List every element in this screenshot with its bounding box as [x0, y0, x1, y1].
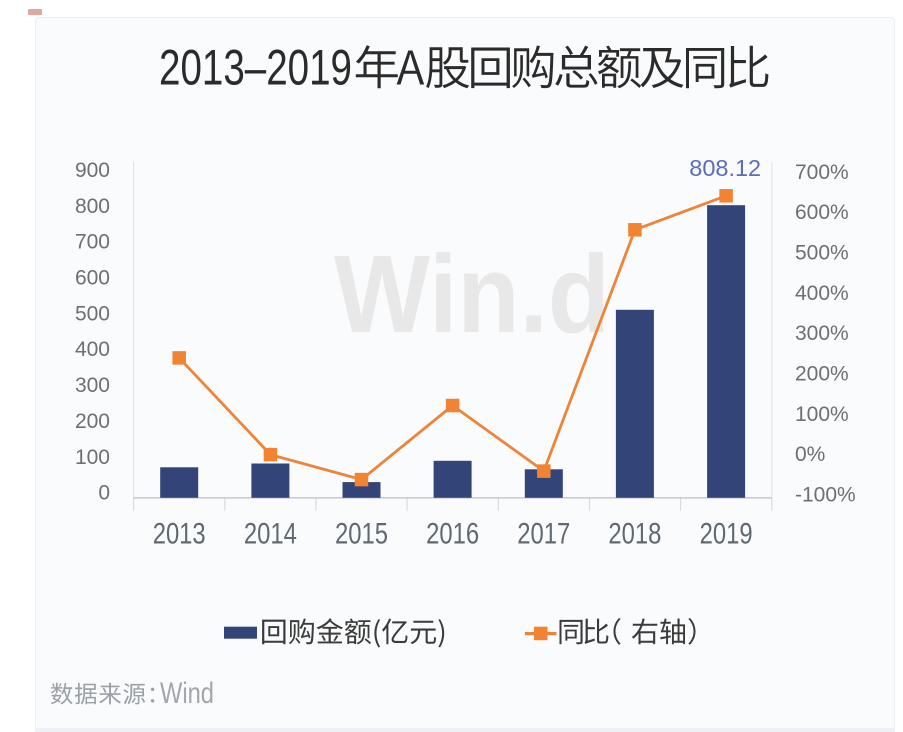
- svg-text:2013: 2013: [153, 518, 206, 551]
- svg-text:300%: 300%: [795, 322, 849, 345]
- svg-text:0%: 0%: [795, 443, 825, 466]
- svg-text:808.12: 808.12: [689, 155, 761, 181]
- svg-text:2013–2019: 2013–2019: [159, 40, 352, 96]
- svg-text:200%: 200%: [795, 363, 849, 386]
- svg-text:600: 600: [75, 267, 110, 290]
- svg-text:900: 900: [75, 159, 110, 182]
- svg-text:300: 300: [75, 374, 110, 397]
- svg-text:-100%: -100%: [795, 484, 856, 507]
- svg-text:600%: 600%: [795, 201, 849, 224]
- svg-text:0: 0: [98, 482, 110, 505]
- svg-text:2018: 2018: [608, 518, 661, 551]
- svg-text:500%: 500%: [795, 242, 849, 265]
- svg-text:700%: 700%: [795, 161, 849, 184]
- svg-text:100: 100: [75, 446, 110, 469]
- svg-text:Wind: Wind: [160, 677, 214, 710]
- svg-text:400%: 400%: [795, 282, 849, 305]
- svg-text:400: 400: [75, 338, 110, 361]
- svg-text:2017: 2017: [517, 518, 570, 551]
- svg-text:200: 200: [75, 410, 110, 433]
- svg-text:500: 500: [75, 302, 110, 325]
- svg-text:2014: 2014: [244, 518, 297, 551]
- svg-text:2019: 2019: [700, 518, 753, 551]
- svg-text:2016: 2016: [426, 518, 479, 551]
- svg-text:800: 800: [75, 195, 110, 218]
- svg-text:2015: 2015: [335, 518, 388, 551]
- svg-text:100%: 100%: [795, 403, 849, 426]
- svg-text:Win.d: Win.d: [334, 233, 610, 356]
- svg-text:700: 700: [75, 231, 110, 254]
